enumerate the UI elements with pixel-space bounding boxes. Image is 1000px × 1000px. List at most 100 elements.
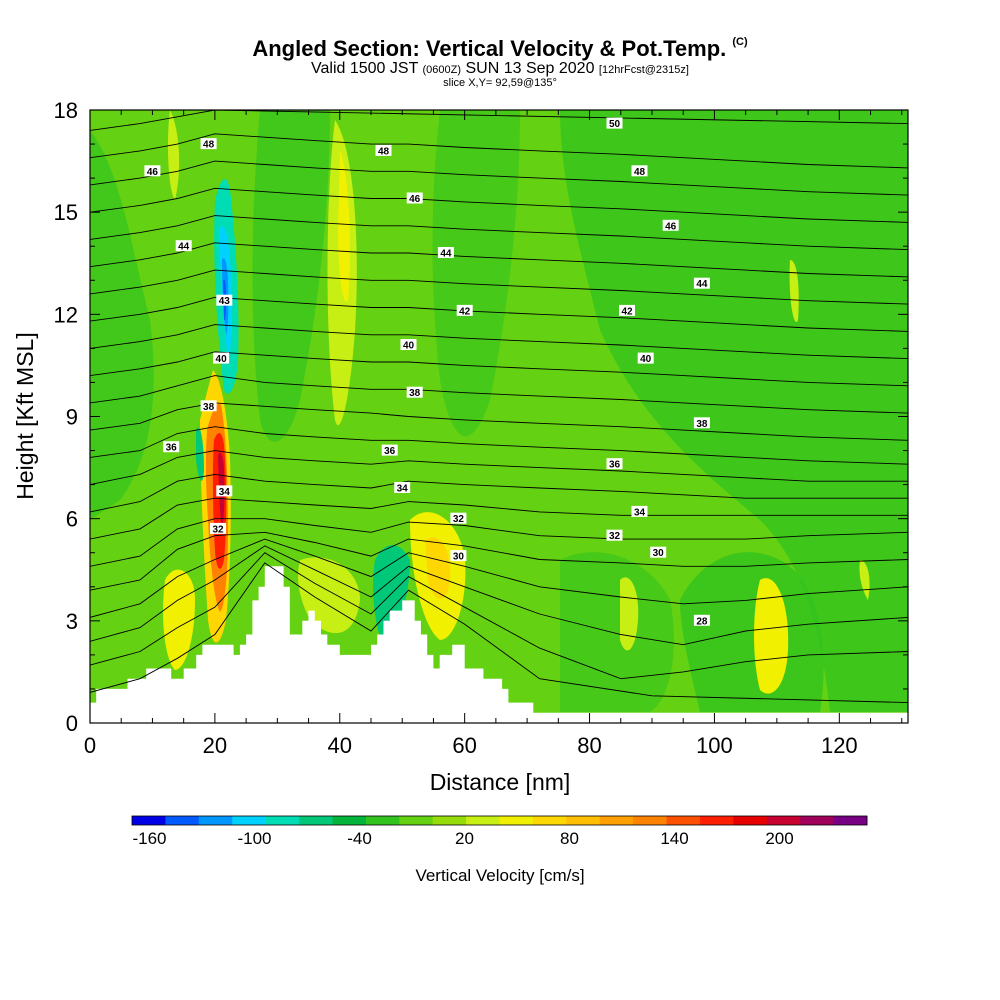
isentrope-line (90, 552, 908, 680)
valid-zulu: (0600Z) (422, 64, 462, 76)
x-tick-label: 20 (203, 733, 227, 758)
contour-label: 42 (459, 306, 471, 317)
isentrope-line (90, 531, 908, 591)
isentrope-line (90, 538, 908, 618)
colorbar-tick-label: 20 (455, 829, 474, 848)
colorbar-swatch (666, 816, 701, 825)
contour-label-box (619, 304, 635, 316)
chart-title-main: Angled Section: Vertical Velocity & Pot.… (252, 36, 727, 61)
contour-label: 36 (166, 443, 178, 454)
colorbar-swatch (699, 816, 734, 825)
colorbar-swatch (766, 816, 801, 825)
colorbar-swatch (232, 816, 267, 825)
contour-label: 38 (203, 402, 215, 413)
isentrope-line (90, 545, 908, 646)
colorbar-swatch (399, 816, 434, 825)
field-zone (432, 110, 520, 437)
contour-label-box (450, 550, 467, 562)
copyright-mark: (C) (732, 36, 748, 48)
field-zone (789, 260, 799, 322)
colorbar-swatch (132, 816, 166, 825)
isentrope-line (90, 497, 908, 540)
colorbar-label: Vertical Velocity [cm/s] (415, 866, 584, 885)
contour-label: 48 (378, 146, 390, 157)
contour-label: 36 (384, 446, 396, 457)
colorbar-swatch (633, 816, 667, 825)
chart-title: Angled Section: Vertical Velocity & Pot.… (0, 36, 1000, 62)
contour-label-box (693, 614, 710, 626)
colorbar-swatch (332, 816, 367, 825)
contour-label: 42 (621, 306, 633, 317)
contour-label: 43 (219, 296, 231, 307)
contour-label-box (437, 247, 454, 258)
isentrope-line (90, 160, 908, 196)
contour-label-box (631, 505, 648, 517)
chart-subtitle: Valid 1500 JST (0600Z) SUN 13 Sep 2020 [… (0, 60, 1000, 78)
isentrope-line (90, 450, 908, 486)
isentrope-line (90, 110, 908, 131)
isentrope-line (90, 296, 908, 332)
field-zone (680, 552, 824, 712)
contour-label: 48 (634, 167, 646, 178)
contour-label: 40 (640, 354, 652, 365)
contour-label: 32 (453, 514, 465, 525)
isentrope-line (90, 562, 908, 704)
field-zone (196, 427, 204, 481)
x-axis-label: Distance [nm] (430, 769, 571, 795)
contour-label: 46 (147, 167, 159, 178)
contour-label-box (400, 339, 417, 350)
contour-label: 50 (609, 119, 621, 130)
contour-label: 38 (696, 419, 708, 430)
x-tick-label: 0 (84, 733, 96, 758)
colorbar-swatch (165, 816, 200, 825)
contour-label: 46 (409, 194, 421, 205)
colorbar-swatch (800, 816, 834, 825)
colorbar-tick-label: 80 (560, 829, 579, 848)
contour-label-box (606, 117, 623, 129)
field-zone (560, 552, 674, 712)
contour-label-box (213, 352, 230, 364)
y-tick-label: 0 (66, 711, 78, 736)
field-zone (754, 578, 789, 694)
colorbar-tick-label: -40 (347, 829, 372, 848)
contour-label-box (394, 482, 411, 493)
x-tick-label: 40 (328, 733, 352, 758)
contour-label-box (693, 277, 710, 289)
contour-label-box (216, 294, 233, 306)
contour-label-box (456, 304, 473, 316)
contour-label: 44 (178, 242, 190, 253)
y-tick-label: 3 (66, 609, 78, 634)
y-tick-label: 15 (54, 200, 78, 225)
contour-label-box (200, 138, 217, 150)
y-axis-label: Height [Kft MSL] (12, 332, 38, 499)
field-zone (167, 110, 180, 200)
colorbar-swatch (198, 816, 233, 825)
contour-label-box (406, 386, 423, 398)
contour-label: 44 (440, 249, 452, 260)
contour-label: 38 (409, 388, 421, 399)
colorbar-swatch (265, 816, 300, 825)
colorbar-swatch (566, 816, 601, 825)
contour-label-box (662, 219, 679, 231)
field-zone (620, 577, 639, 651)
y-tick-label: 9 (66, 405, 78, 430)
colorbar-swatch (365, 816, 400, 825)
contour-label-box (200, 400, 217, 412)
field-zone (373, 545, 410, 650)
colorbar-tick-label: 200 (765, 829, 793, 848)
contour-label: 34 (397, 484, 409, 495)
colorbar-tick-label: 140 (660, 829, 688, 848)
isentrope-line (90, 269, 908, 305)
isentrope-line (90, 402, 908, 441)
x-tick-label: 120 (821, 733, 858, 758)
contour-label-box (216, 485, 233, 497)
colorbar: -160 -100 -40 20 80 140 200 (131, 815, 868, 848)
contour-label-box (175, 240, 192, 252)
contour-label-box (210, 522, 226, 534)
y-tick-label: 18 (54, 98, 78, 123)
x-tick-label: 100 (696, 733, 733, 758)
colorbar-tick-label: -100 (237, 829, 271, 848)
terrain-mask (90, 566, 908, 723)
